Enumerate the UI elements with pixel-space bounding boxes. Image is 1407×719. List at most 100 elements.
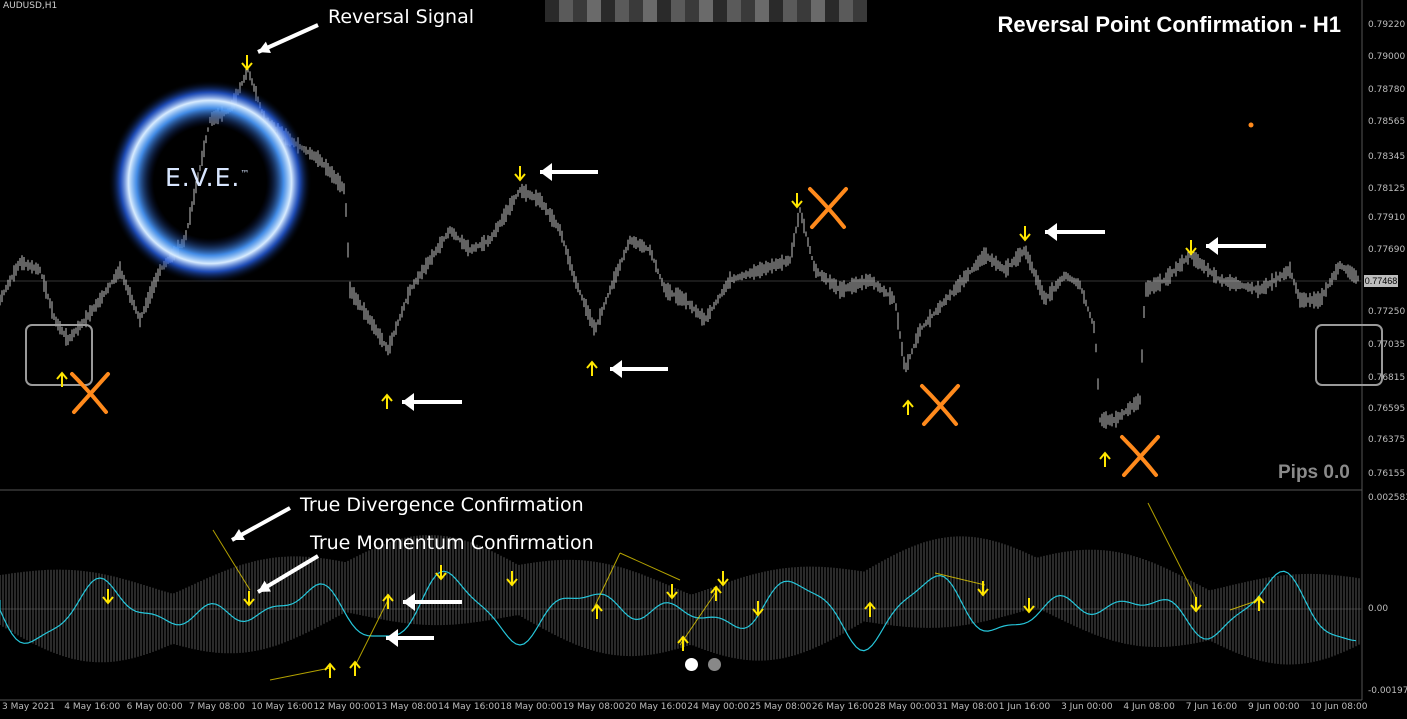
signal-down-arrow [243, 591, 255, 607]
pointer-arrow [402, 393, 462, 411]
eve-logo-ring [108, 80, 312, 284]
signal-down-arrow [752, 601, 764, 617]
pips-counter: Pips 0.0 [1278, 462, 1350, 483]
signal-down-arrow [666, 584, 678, 600]
price-tick-label: 0.76595 [1368, 404, 1406, 414]
signal-down-arrow [514, 166, 526, 182]
price-tick-label: 0.76155 [1368, 469, 1406, 479]
signal-up-arrow [586, 360, 598, 376]
time-tick-label: 3 Jun 00:00 [1061, 702, 1113, 712]
pointer-arrow [386, 629, 434, 647]
time-tick-label: 28 May 00:00 [874, 702, 936, 712]
price-tick-label: 0.78780 [1368, 85, 1406, 95]
time-tick-label: 12 May 00:00 [313, 702, 376, 712]
pointer-arrow [540, 163, 598, 181]
price-tick-label: 0.78345 [1368, 152, 1406, 162]
price-tick-label: 0.78565 [1368, 117, 1406, 127]
orange-dot [1248, 122, 1254, 128]
indicator-tick-label: -0.001978 [1368, 686, 1407, 696]
cross-mark [1120, 435, 1160, 477]
price-tick-label: 0.78125 [1368, 184, 1406, 194]
signal-up-arrow [902, 399, 914, 415]
eve-logo-text: E.V.E. [165, 163, 241, 192]
time-tick-label: 19 May 08:00 [562, 702, 625, 712]
indicator-tick-label: 0.0025837 [1368, 493, 1407, 503]
signal-up-arrow [864, 601, 876, 617]
left-zone-box [25, 324, 93, 386]
price-tick-label: 0.76375 [1368, 435, 1406, 445]
time-tick-label: 24 May 00:00 [687, 702, 750, 712]
time-tick-label: 6 May 00:00 [126, 702, 183, 712]
redacted-area [545, 0, 867, 22]
signal-up-arrow [382, 593, 394, 609]
current-price-tag: 0.77468 [1364, 275, 1398, 287]
right-zone-box [1315, 324, 1383, 386]
time-tick-label: 26 May 16:00 [811, 702, 874, 712]
signal-up-arrow [349, 660, 361, 676]
signal-down-arrow [1019, 226, 1031, 242]
divergence-line [354, 599, 389, 667]
price-tick-label: 0.77690 [1368, 245, 1406, 255]
time-tick-label: 4 Jun 08:00 [1123, 702, 1175, 712]
divergence-line [269, 667, 331, 681]
annotation-true-momentum: True Momentum Confirmation [310, 532, 594, 554]
signal-down-arrow [1023, 598, 1035, 614]
time-tick-label: 14 May 16:00 [438, 702, 500, 712]
price-tick-label: 0.79220 [1368, 20, 1406, 30]
price-tick-label: 0.79000 [1368, 52, 1406, 62]
eve-logo-tm: ™ [240, 169, 251, 180]
pointer-arrow [610, 360, 668, 378]
divergence-line [1229, 599, 1260, 611]
divergence-line [619, 552, 681, 581]
signal-down-arrow [791, 193, 803, 209]
signal-down-arrow [977, 581, 989, 597]
signal-down-arrow [435, 565, 447, 581]
signal-down-arrow [1185, 240, 1197, 256]
signal-down-arrow [102, 589, 114, 605]
signal-down-arrow [717, 571, 729, 587]
time-tick-label: 3 May 2021 [2, 702, 55, 712]
signal-down-arrow [506, 571, 518, 587]
pager-dot[interactable] [708, 658, 721, 671]
price-tick-label: 0.77910 [1368, 213, 1406, 223]
indicator-band [0, 535, 1360, 665]
pointer-arrow-divergence [231, 506, 291, 542]
signal-up-arrow [710, 585, 722, 601]
time-tick-label: 13 May 08:00 [375, 702, 438, 712]
divergence-line [591, 552, 621, 613]
indicator-tick-label: 0.00 [1368, 604, 1389, 614]
time-tick-label: 9 Jun 00:00 [1248, 702, 1300, 712]
signal-up-arrow [1099, 451, 1111, 467]
price-tick-label: 0.77250 [1368, 307, 1406, 317]
divergence-line [1147, 502, 1197, 599]
divergence-line [679, 591, 717, 646]
pointer-arrow [1206, 237, 1266, 255]
time-tick-label: 7 May 08:00 [188, 702, 245, 712]
eve-logo: E.V.E.™ [165, 163, 250, 192]
annotation-reversal-signal: Reversal Signal [328, 6, 475, 28]
time-tick-label: 18 May 00:00 [500, 702, 563, 712]
time-tick-label: 10 Jun 08:00 [1310, 702, 1368, 712]
indicator-pane [0, 535, 1360, 665]
cross-mark [70, 372, 110, 414]
time-tick-label: 10 May 16:00 [251, 702, 313, 712]
signal-down-arrow [1190, 597, 1202, 613]
signal-down-arrow [241, 55, 253, 71]
indicator-line [0, 570, 1357, 652]
signal-up-arrow [324, 662, 336, 678]
time-tick-label: 25 May 08:00 [749, 702, 812, 712]
symbol-label: AUDUSD,H1 [3, 1, 58, 11]
pointer-arrow-momentum [256, 554, 320, 594]
signal-up-arrow [381, 393, 393, 409]
time-tick-label: 31 May 08:00 [936, 702, 999, 712]
pointer-arrow [1045, 223, 1105, 241]
pager-dot-active[interactable] [685, 658, 698, 671]
chart-title: Reversal Point Confirmation - H1 [997, 12, 1341, 37]
pointer-arrow [403, 593, 462, 611]
time-tick-label: 1 Jun 16:00 [998, 702, 1051, 712]
cross-mark [920, 384, 960, 426]
divergence-line [212, 529, 251, 591]
price-tick-label: 0.77035 [1368, 340, 1406, 350]
